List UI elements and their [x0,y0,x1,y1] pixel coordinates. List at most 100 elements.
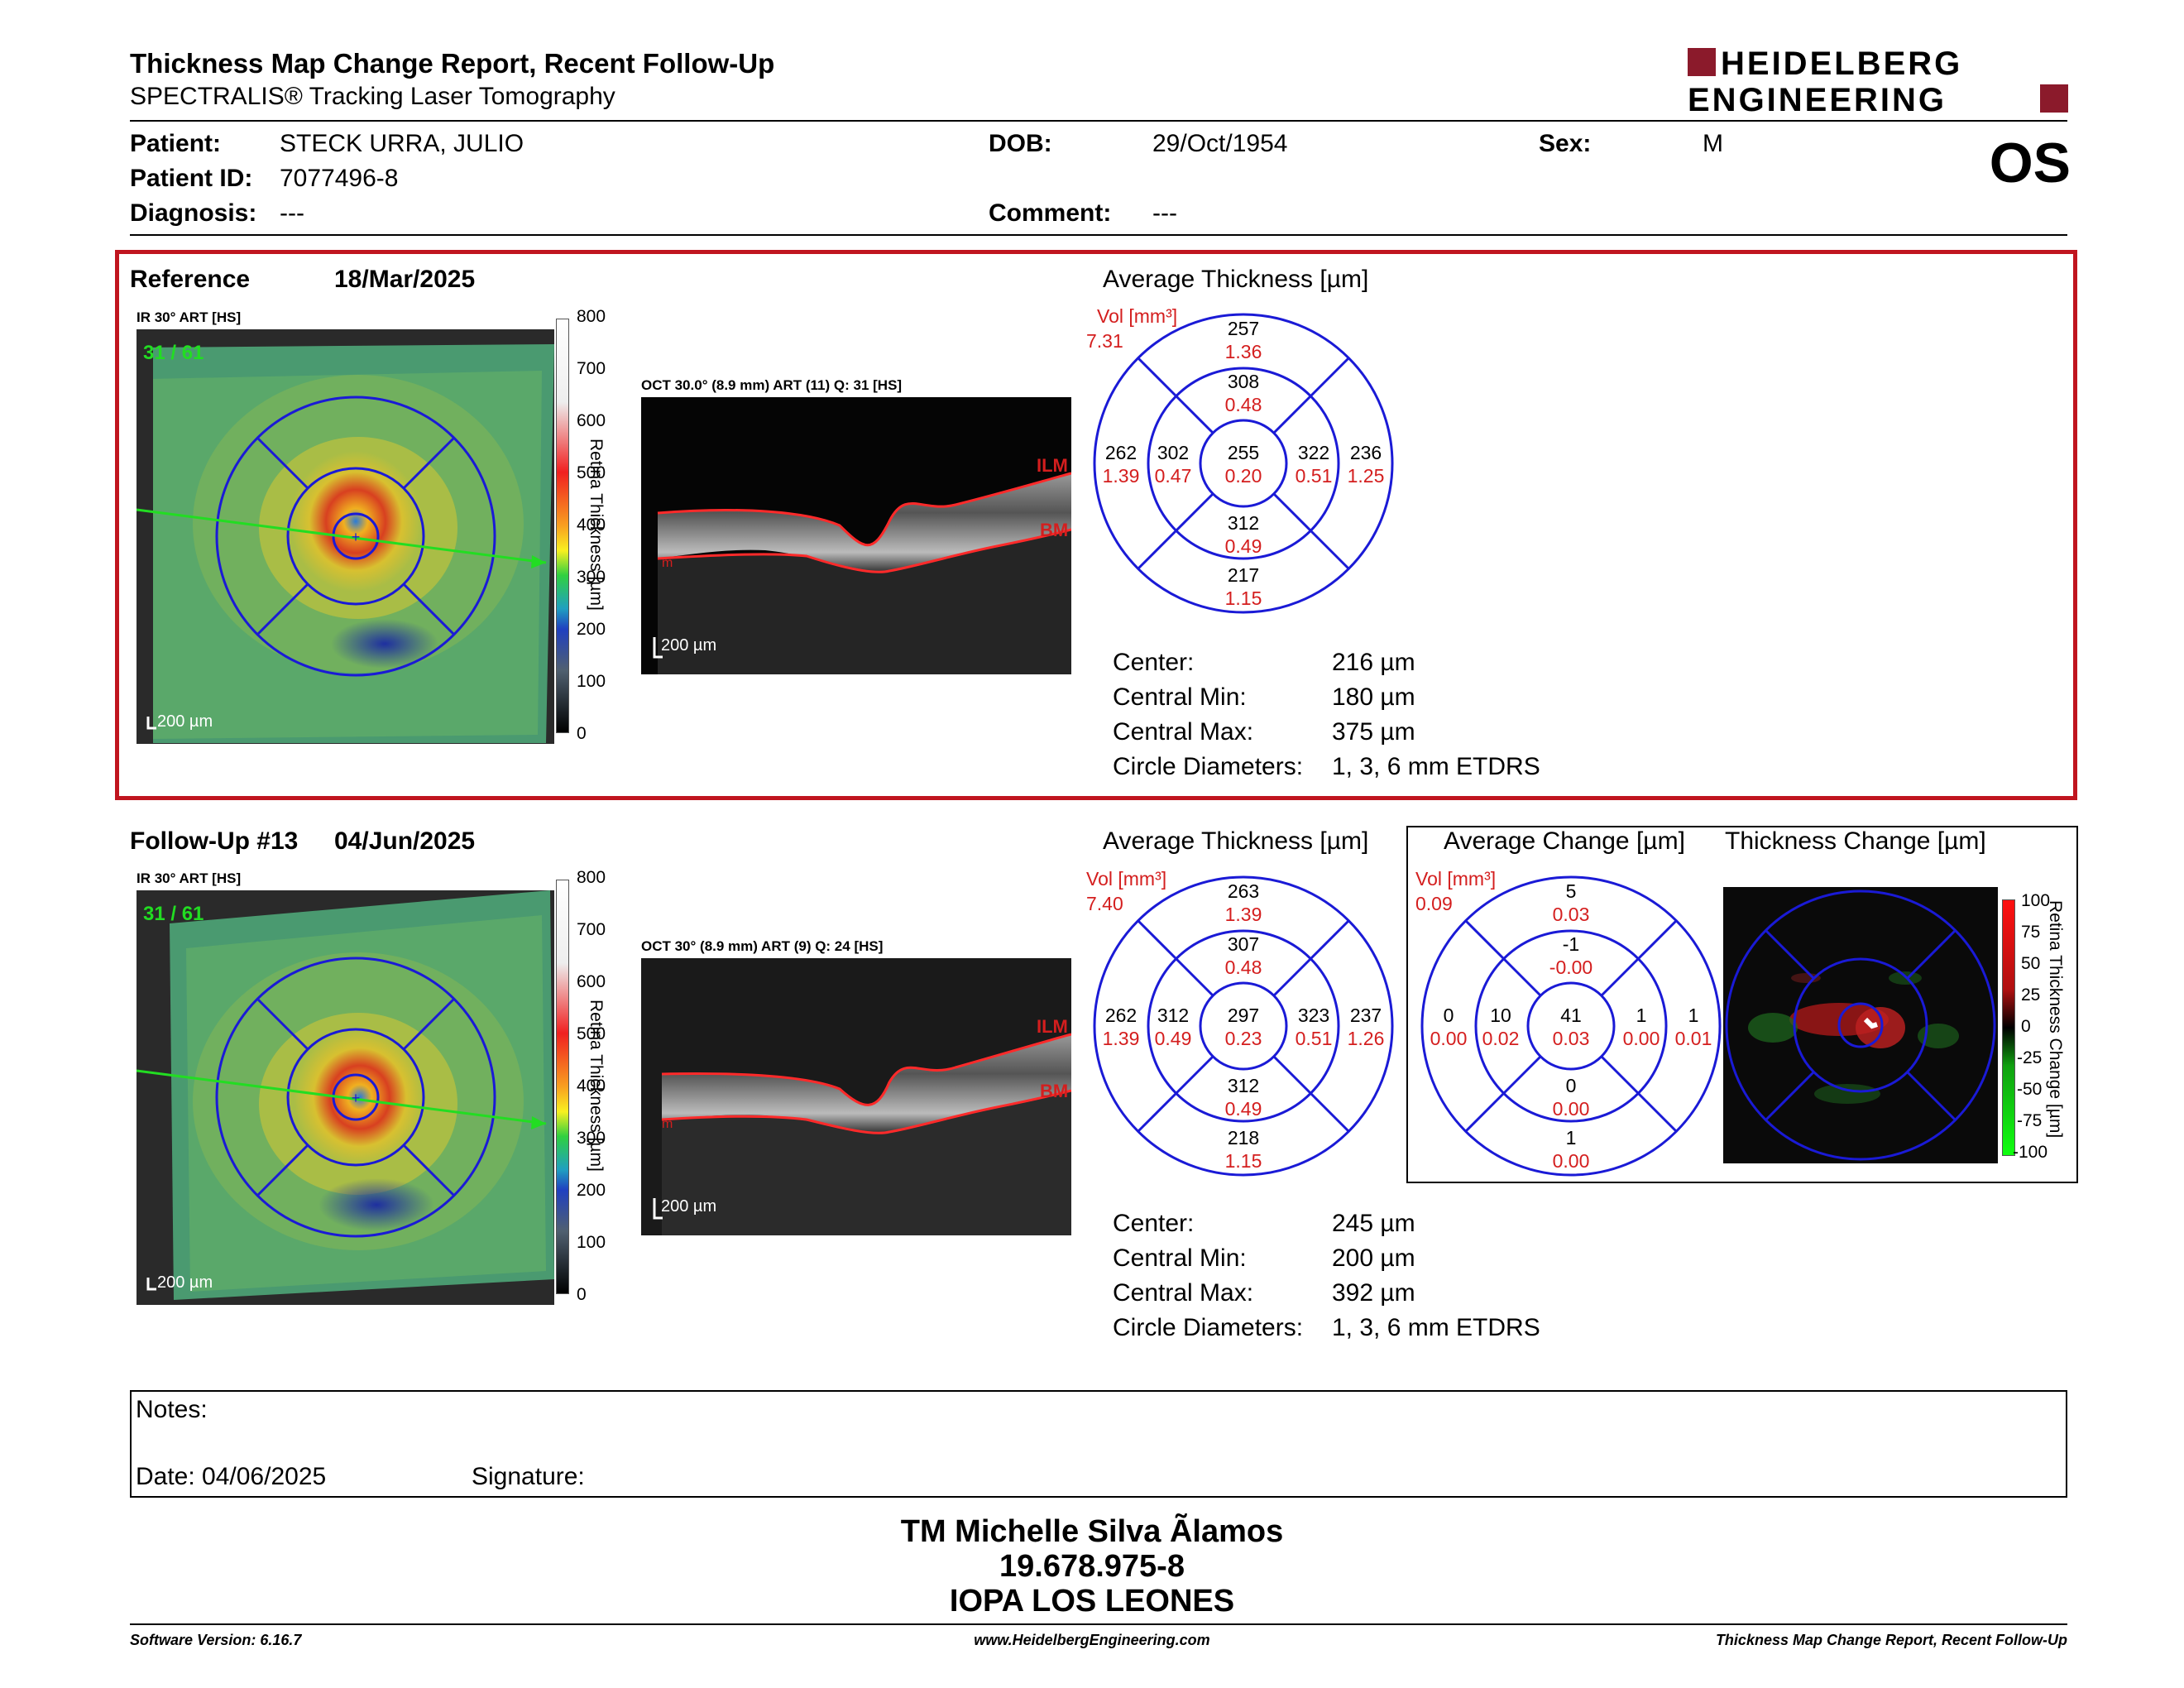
patient-id-label: Patient ID: [130,165,253,192]
svg-text:Retina Thickness [µm]: Retina Thickness [µm] [587,1000,606,1172]
svg-text:31 / 61: 31 / 61 [143,903,204,925]
sex-label: Sex: [1539,130,1592,157]
colorbar-tick: 25 [2021,985,2041,1005]
notes-box [130,1390,2067,1498]
software-version: Software Version: 6.16.7 [130,1632,302,1648]
colorbar-tick: 600 [577,411,606,430]
ir-label: IR 30° ART [HS] [136,870,242,886]
svg-text:0: 0 [1566,1075,1577,1096]
svg-text:1.39: 1.39 [1225,904,1262,925]
svg-text:HEIDELBERG: HEIDELBERG [1721,46,1962,82]
diagnosis-label: Diagnosis: [130,199,257,227]
average-thickness-title: Average Thickness [µm] [1103,266,1369,293]
svg-text:312: 312 [1228,512,1259,534]
reference-stats: Center: 216 µm Central Min: 180 µm Central… [1113,649,1540,780]
signature-label: Signature: [472,1463,585,1490]
reference-label: Reference [130,266,251,293]
svg-text:0: 0 [1444,1005,1454,1026]
svg-text:200 µm: 200 µm [157,712,213,731]
heidelberg-logo: HEIDELBERG ENGINEERING [1688,46,2068,118]
colorbar-label: Retina Thickness [µm] [584,439,609,611]
svg-text:0.00: 0.00 [1553,1098,1590,1120]
colorbar-tick: 100 [577,672,606,691]
ir-label: IR 30° ART [HS] [136,309,242,325]
svg-text:200 µm: 200 µm [157,1273,213,1292]
oct-label: OCT 30.0° (8.9 mm) ART (11) Q: 31 [HS] [641,377,903,393]
svg-text:312: 312 [1228,1075,1259,1096]
svg-text:1: 1 [1636,1005,1647,1026]
report-subtitle: SPECTRALIS® Tracking Laser Tomography [130,83,615,110]
svg-text:m: m [662,556,673,570]
svg-text:Retina Thickness [µm]: Retina Thickness [µm] [587,439,606,611]
average-change-title: Average Change [µm] [1444,827,1685,855]
svg-text:1.26: 1.26 [1348,1028,1385,1049]
svg-text:Vol [mm³]: Vol [mm³] [1415,869,1496,890]
svg-text:0.02: 0.02 [1482,1028,1520,1049]
change-colorbar [2002,899,2015,1156]
svg-text:ILM: ILM [1037,1016,1068,1037]
svg-text:Vol [mm³]: Vol [mm³] [1097,306,1177,327]
colorbar-tick: -25 [2017,1048,2043,1067]
svg-text:0.01: 0.01 [1675,1028,1712,1049]
followup-label: Follow-Up #13 [130,827,299,855]
svg-text:BM: BM [1040,520,1068,540]
colorbar-tick: 200 [577,1181,606,1200]
svg-text:0.49: 0.49 [1225,1098,1262,1120]
colorbar-tick: 800 [577,868,606,887]
patient-label: Patient: [130,130,222,157]
svg-text:0.00: 0.00 [1430,1028,1468,1049]
patient-name: STECK URRA, JULIO [280,130,524,157]
svg-text:257: 257 [1228,318,1259,339]
svg-text:1.15: 1.15 [1225,587,1262,609]
svg-text:307: 307 [1228,933,1259,955]
svg-text:0.48: 0.48 [1225,957,1262,978]
dob-label: DOB: [989,130,1052,157]
svg-text:1.15: 1.15 [1225,1150,1262,1172]
colorbar-tick: 300 [577,568,606,587]
svg-text:7.31: 7.31 [1086,330,1123,352]
colorbar-tick: 400 [577,516,606,535]
svg-text:m: m [662,1117,673,1131]
svg-text:10: 10 [1490,1005,1511,1026]
svg-text:323: 323 [1298,1005,1329,1026]
colorbar-tick: -100 [2013,1143,2048,1162]
ir-thickness-map: + 31 / 61 200 µm [136,890,554,1305]
colorbar-tick: 300 [577,1129,606,1148]
etdrs-grid: Vol [mm³] 7.40 263 1.39 307 0.48 262 1.3… [1080,868,1410,1183]
svg-text:0.23: 0.23 [1225,1028,1262,1049]
svg-text:297: 297 [1228,1005,1259,1026]
thickness-colorbar [556,319,569,733]
svg-text:0.00: 0.00 [1553,1150,1590,1172]
colorbar-tick: 0 [577,724,587,743]
change-colorbar-label: Retina Thickness Change [µm] [2043,900,2068,1173]
colorbar-tick: 700 [577,359,606,378]
svg-text:BM: BM [1040,1081,1068,1101]
svg-text:5: 5 [1566,880,1577,902]
svg-text:217: 217 [1228,564,1259,586]
colorbar-label: Retina Thickness [µm] [584,1000,609,1172]
sex: M [1703,130,1723,157]
svg-text:0.51: 0.51 [1296,465,1333,487]
patient-id: 7077496-8 [280,165,399,192]
footer-website: www.HeidelbergEngineering.com [974,1632,1210,1648]
oct-label: OCT 30° (8.9 mm) ART (9) Q: 24 [HS] [641,938,884,954]
change-frame [1406,826,2078,1183]
ir-thickness-map: + 31 / 61 200 µm [136,329,554,744]
svg-text:+: + [352,529,361,545]
oct-bscan: ILM BM m 200 µm [641,958,1071,1235]
footer-report-name: Thickness Map Change Report, Recent Foll… [1715,1632,2067,1648]
svg-text:7.40: 7.40 [1086,893,1123,914]
svg-text:0.49: 0.49 [1155,1028,1192,1049]
colorbar-tick: 800 [577,307,606,326]
svg-text:236: 236 [1350,442,1382,463]
average-thickness-title: Average Thickness [µm] [1103,827,1369,855]
notes-date: Date: 04/06/2025 [136,1463,327,1490]
svg-text:0.09: 0.09 [1415,893,1453,914]
colorbar-tick: 700 [577,920,606,939]
colorbar-tick: 600 [577,972,606,991]
svg-text:31 / 61: 31 / 61 [143,342,204,364]
svg-text:218: 218 [1228,1127,1259,1149]
clinician-id: 19.678.975-8 [999,1549,1185,1584]
reference-date: 18/Mar/2025 [334,266,476,293]
followup-stats: Center: 245 µm Central Min: 200 µm Central… [1113,1210,1540,1341]
